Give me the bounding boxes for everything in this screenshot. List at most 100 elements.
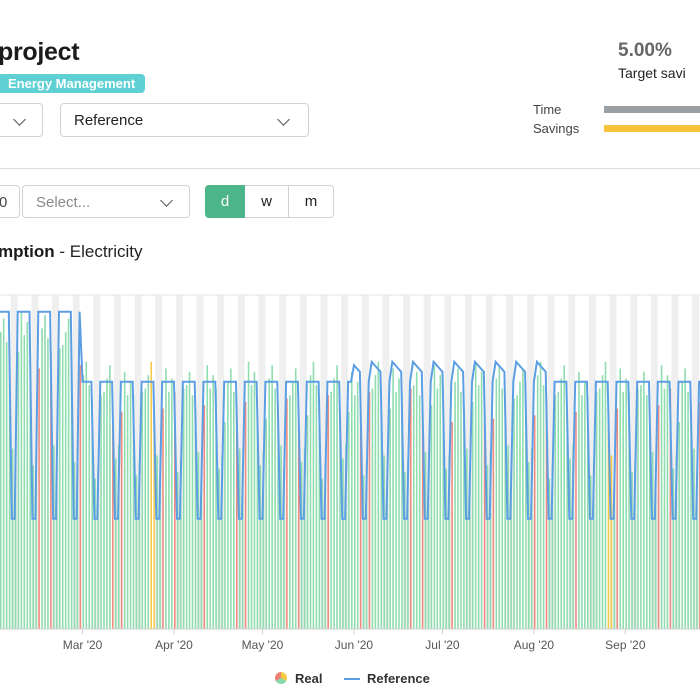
real-bar — [616, 408, 619, 629]
reference-line — [0, 310, 700, 520]
real-bar — [41, 328, 43, 629]
real-bar — [26, 321, 29, 629]
chart-title-main: mption — [0, 242, 55, 261]
time-progress-bar — [604, 106, 700, 113]
legend-reference-marker[interactable] — [344, 678, 360, 680]
real-bar — [212, 375, 214, 629]
real-bar — [333, 378, 335, 629]
granularity-month-button[interactable]: m — [289, 185, 334, 218]
real-bar — [309, 375, 312, 629]
real-bar — [681, 381, 683, 629]
real-bar — [324, 465, 327, 629]
legend-real-marker[interactable] — [275, 672, 287, 684]
real-bar — [451, 421, 453, 629]
weekend-band — [155, 295, 163, 629]
real-bar — [17, 351, 20, 629]
real-bar — [156, 455, 158, 629]
real-bar — [286, 398, 288, 629]
granularity-week-button[interactable]: w — [245, 185, 289, 218]
real-bar — [533, 415, 536, 629]
scope-dropdown[interactable] — [0, 103, 43, 137]
real-bar — [109, 365, 111, 629]
weekend-band — [52, 295, 59, 629]
real-bar — [663, 388, 666, 629]
chevron-down-icon — [13, 113, 26, 126]
real-bar — [356, 381, 359, 629]
chart-title-sub: Electricity — [69, 242, 143, 261]
savings-progress-label: Savings — [533, 121, 580, 136]
real-bar — [557, 391, 560, 629]
real-bar — [224, 421, 226, 629]
reference-dropdown[interactable]: Reference — [60, 103, 309, 137]
granularity-day-button[interactable]: d — [205, 185, 245, 218]
real-bar — [448, 455, 450, 629]
weekend-band — [93, 295, 101, 629]
real-bar — [678, 421, 681, 629]
real-bar — [115, 458, 117, 629]
weekend-band — [568, 295, 576, 629]
real-bar — [256, 421, 259, 629]
weekend-band — [465, 295, 472, 629]
weekend-band — [403, 295, 410, 629]
weekend-band — [196, 295, 204, 629]
real-bar — [613, 478, 616, 629]
real-bar — [519, 381, 521, 629]
real-bar — [244, 401, 247, 629]
real-bar — [592, 462, 595, 629]
weekend-band — [237, 295, 245, 629]
real-bar — [362, 475, 365, 629]
real-bar — [660, 365, 663, 629]
period-dropdown[interactable]: 0 — [0, 185, 20, 218]
real-bar — [303, 448, 306, 629]
real-bar — [277, 401, 279, 629]
real-bar — [179, 458, 182, 629]
real-bar — [371, 388, 374, 629]
real-bar — [70, 368, 73, 629]
real-bar — [563, 365, 565, 629]
real-bar — [436, 388, 439, 629]
real-bar — [274, 388, 276, 629]
real-bar — [566, 415, 568, 629]
real-bar — [463, 405, 465, 629]
real-bar — [88, 385, 91, 629]
real-bar — [631, 472, 633, 629]
real-bar — [498, 365, 501, 629]
legend-reference-label[interactable]: Reference — [367, 671, 430, 686]
weekend-band — [527, 295, 534, 629]
chevron-down-icon — [277, 113, 290, 126]
real-bar — [297, 418, 300, 629]
real-bar — [123, 371, 126, 629]
real-bar — [197, 451, 200, 629]
real-bar — [227, 381, 229, 629]
real-bar — [634, 458, 636, 629]
x-tick-label: Apr '20 — [155, 638, 193, 652]
real-bar — [669, 388, 672, 629]
real-bar — [82, 375, 85, 629]
real-bar — [132, 395, 135, 629]
real-bar — [150, 361, 152, 629]
real-bar — [268, 378, 270, 629]
real-bar — [471, 401, 474, 629]
weekend-band — [382, 295, 390, 629]
page-title: project — [0, 38, 80, 66]
real-bar — [696, 472, 698, 629]
filter-select[interactable]: Select... — [22, 185, 190, 218]
real-bar — [433, 365, 436, 629]
real-bar — [247, 361, 250, 629]
weekend-band — [506, 295, 514, 629]
real-bar — [551, 465, 554, 629]
real-bar — [67, 318, 70, 629]
weekend-band — [134, 295, 142, 629]
real-bar — [129, 381, 132, 629]
x-tick-label: Jul '20 — [425, 638, 460, 652]
weekend-band — [650, 295, 658, 629]
period-dropdown-value: 0 — [0, 194, 8, 211]
real-bar — [253, 371, 256, 629]
legend-real-label[interactable]: Real — [295, 671, 323, 686]
real-bar — [654, 475, 657, 629]
real-bar — [365, 462, 368, 629]
real-bar — [392, 368, 394, 629]
target-savings-label: Target savi — [618, 65, 686, 81]
real-bar — [619, 368, 622, 629]
real-bar — [11, 448, 14, 629]
